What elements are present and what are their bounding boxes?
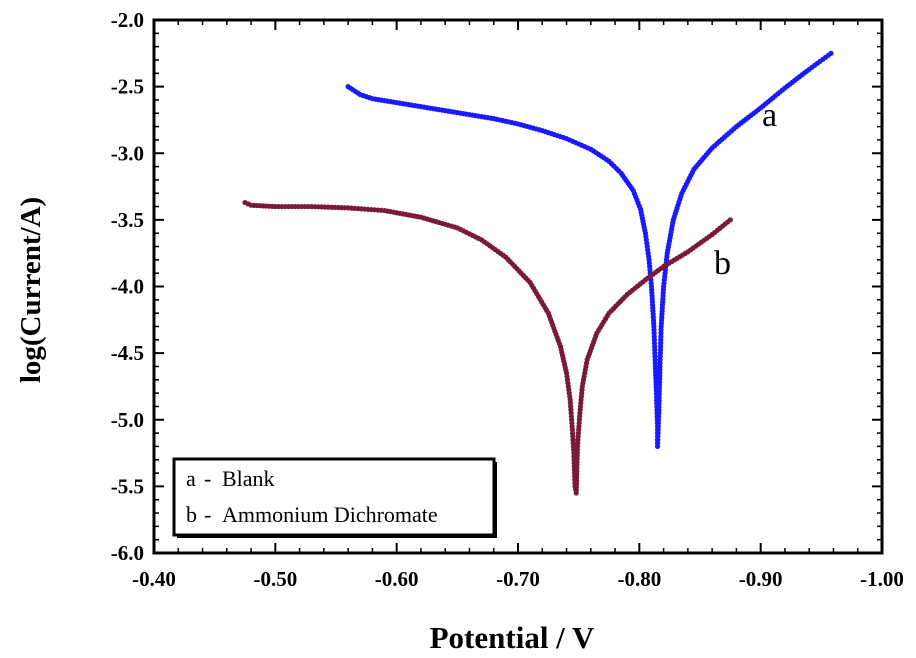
x-tick-label: -0.50 <box>253 567 297 591</box>
legend-dash-b: - <box>204 502 211 527</box>
legend-label-dichromate: Ammonium Dichromate <box>222 502 438 527</box>
x-axis-title: Potential / V <box>430 620 595 655</box>
y-axis-ticks: -2.0 -2.5 -3.0 -3.5 -4.0 -4.5 -5.0 -5.5 -6.0 <box>111 8 882 565</box>
x-tick-label: -0.90 <box>739 567 783 591</box>
legend-shadow-bottom <box>177 535 497 538</box>
legend-dash-a: - <box>204 466 211 491</box>
series-blank <box>345 50 834 449</box>
legend-label-blank: Blank <box>222 466 275 491</box>
x-axis-ticks: -0.40 -0.50 -0.60 -0.70 -0.80 -0.90 -1.00 <box>132 20 904 591</box>
x-tick-label: -0.70 <box>496 567 540 591</box>
curve-label-b: b <box>714 245 731 282</box>
legend-key-a: a <box>186 466 196 491</box>
x-tick-label: -0.80 <box>617 567 661 591</box>
legend: a - Blank b - Ammonium Dichromate <box>172 457 497 538</box>
y-tick-label: -5.5 <box>111 474 144 498</box>
y-axis-title: log(Current/A) <box>15 197 47 383</box>
curve-label-a: a <box>762 97 777 134</box>
x-tick-label: -1.00 <box>860 567 904 591</box>
y-tick-label: -4.5 <box>111 341 144 365</box>
y-tick-label: -5.0 <box>111 408 144 432</box>
series-layer <box>242 50 834 496</box>
y-tick-label: -4.0 <box>111 275 144 299</box>
y-tick-label: -3.5 <box>111 208 144 232</box>
y-tick-label: -6.0 <box>111 541 144 565</box>
x-tick-label: -0.40 <box>132 567 176 591</box>
y-tick-label: -2.0 <box>111 8 144 32</box>
data-point <box>727 217 733 223</box>
y-tick-label: -3.0 <box>111 141 144 165</box>
legend-shadow <box>494 462 497 538</box>
legend-key-b: b <box>186 502 197 527</box>
data-point <box>828 50 834 56</box>
x-tick-label: -0.60 <box>375 567 419 591</box>
y-tick-label: -2.5 <box>111 75 144 99</box>
series-ammonium-dichromate <box>242 199 733 496</box>
